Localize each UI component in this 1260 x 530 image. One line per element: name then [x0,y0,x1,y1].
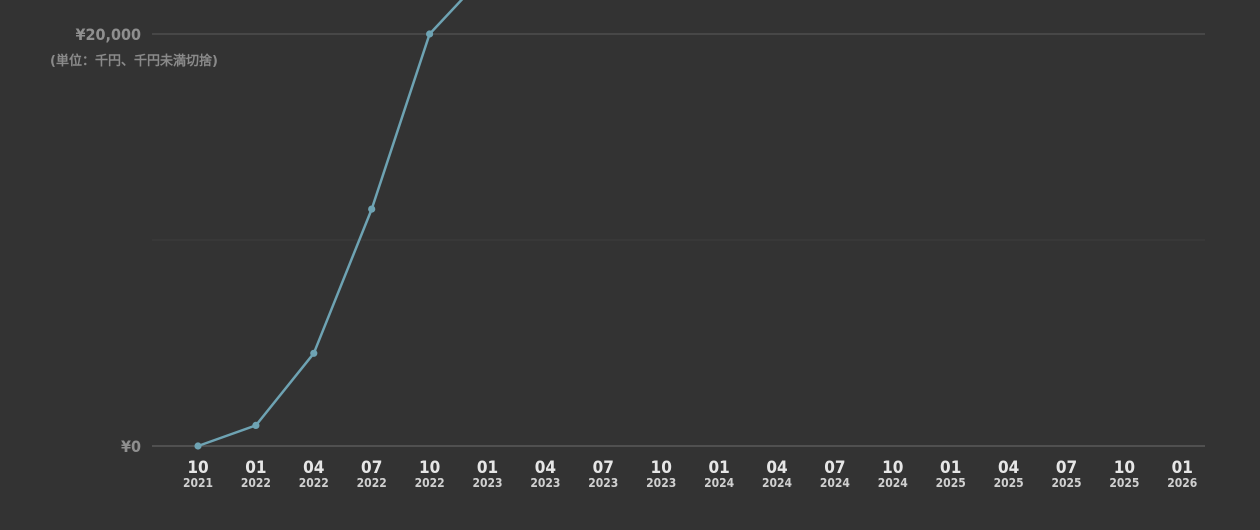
data-point [426,30,434,38]
x-tick-month: 01 [245,458,266,478]
y-tick-label: ¥20,000 [75,25,141,44]
x-tick-month: 01 [940,458,961,478]
x-tick-year: 2024 [762,476,793,490]
x-tick-year: 2021 [183,476,213,490]
x-tick-month: 01 [708,458,729,478]
x-tick-month: 10 [187,458,208,478]
data-point [252,421,260,429]
x-tick-month: 01 [1172,458,1193,478]
x-tick-year: 2026 [1167,476,1197,490]
data-point [194,442,202,450]
unit-note: (単位：千円、千円未満切捨) [50,54,218,69]
x-tick-month: 07 [824,458,845,478]
x-tick-year: 2023 [472,476,502,490]
x-tick-year: 2024 [878,476,909,490]
x-tick-year: 2024 [820,476,851,490]
x-tick-year: 2022 [299,476,329,490]
series-line [196,0,464,448]
x-tick-month: 07 [593,458,614,478]
x-axis: 1020210120220420220720221020220120230420… [152,445,1205,490]
x-tick-year: 2023 [588,476,618,490]
y-axis: ¥0¥20,000¥40,000¥60,000¥80,000¥100,000¥1… [75,25,141,456]
x-tick-year: 2025 [1051,476,1081,490]
x-tick-month: 07 [361,458,382,478]
series-layer [194,0,464,450]
x-tick-month: 04 [998,458,1019,478]
x-tick-month: 04 [766,458,787,478]
x-tick-month: 10 [882,458,903,478]
x-tick-month: 01 [477,458,498,478]
x-tick-month: 10 [1114,458,1135,478]
data-point [310,349,318,357]
x-tick-month: 04 [303,458,324,478]
x-tick-month: 04 [535,458,556,478]
x-tick-month: 10 [419,458,440,478]
grid-lines [152,33,1205,241]
x-tick-year: 2025 [936,476,966,490]
x-tick-year: 2024 [704,476,735,490]
x-tick-year: 2025 [1109,476,1139,490]
x-tick-month: 07 [1056,458,1077,478]
x-tick-month: 10 [651,458,672,478]
x-tick-year: 2025 [994,476,1024,490]
x-tick-year: 2022 [415,476,445,490]
x-tick-year: 2023 [530,476,560,490]
x-tick-year: 2022 [357,476,387,490]
data-point [368,205,376,213]
x-tick-year: 2022 [241,476,271,490]
y-tick-label: ¥0 [121,437,141,456]
x-tick-year: 2023 [646,476,676,490]
